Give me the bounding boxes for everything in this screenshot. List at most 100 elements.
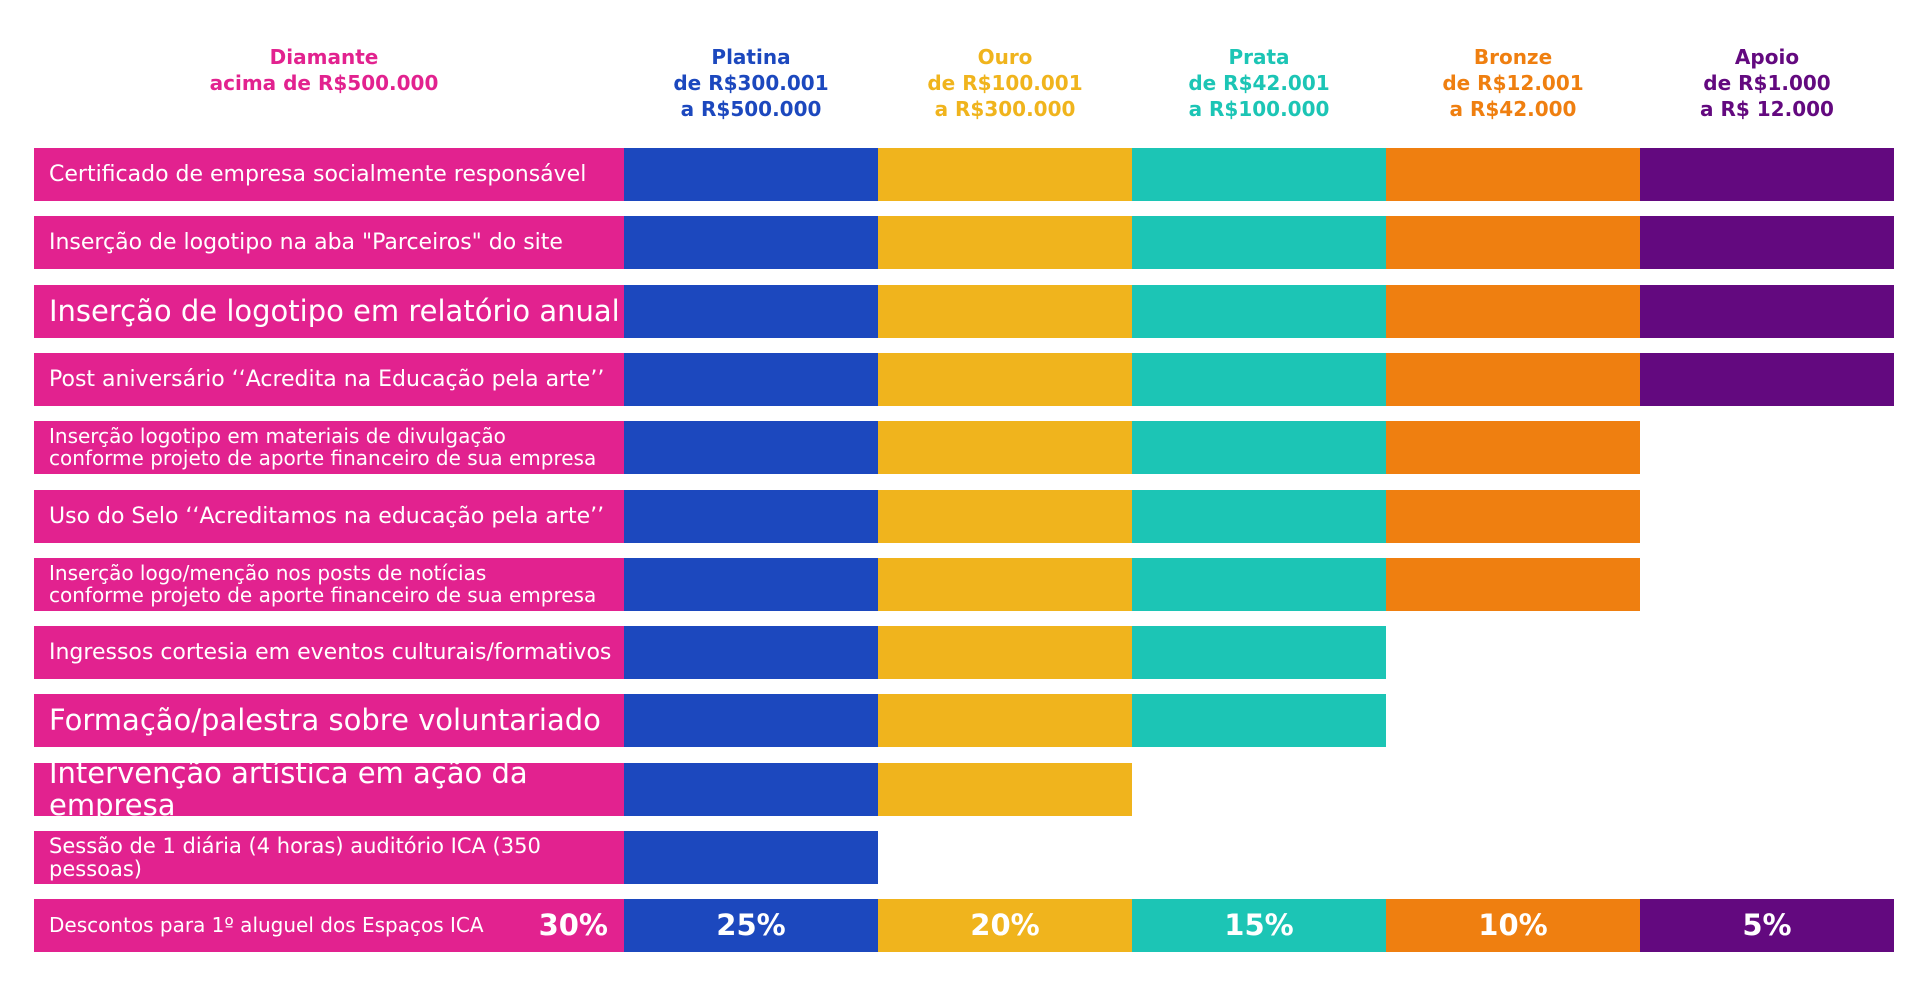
discount-value-prata: 15% [1224,908,1294,942]
benefit-row: Formação/palestra sobre voluntariado [34,694,1894,747]
benefit-label: Inserção de logotipo na aba "Parceiros" … [49,229,563,255]
header-platina-name: Platina [711,45,791,69]
tier-cell-prata [1132,558,1386,611]
tier-cell-prata [1132,216,1386,269]
benefit-label-cell: Certificado de empresa socialmente respo… [34,148,624,201]
tier-cell-platina [624,148,878,201]
tier-cell-ouro [878,490,1132,543]
header-platina-range: a R$500.000 [680,97,822,121]
header-bronze-range: a R$42.000 [1449,97,1577,121]
tier-cell-platina [624,558,878,611]
header-platina: Platina de R$300.001 a R$500.000 [601,44,901,122]
header-diamante: Diamante acima de R$500.000 [174,44,474,96]
benefit-label-cell: Ingressos cortesia em eventos culturais/… [34,626,624,679]
tier-cell-ouro [878,763,1132,816]
tier-cell-platina [624,490,878,543]
benefit-label: Post aniversário ‘‘Acredita na Educação … [49,366,605,392]
header-prata-range: a R$100.000 [1188,97,1330,121]
benefit-row: Uso do Selo ‘‘Acreditamos na educação pe… [34,490,1894,543]
tier-cell-apoio [1640,216,1894,269]
tier-cell-ouro [878,216,1132,269]
tier-cell-ouro [878,148,1132,201]
benefit-row: Post aniversário ‘‘Acredita na Educação … [34,353,1894,406]
discount-value-ouro: 20% [970,908,1040,942]
discount-value-platina: 25% [716,908,786,942]
discount-cell-platina: 25% [624,899,878,952]
tier-cell-bronze [1386,285,1640,338]
tier-cell-bronze [1386,353,1640,406]
discount-label-cell: Descontos para 1º aluguel dos Espaços IC… [34,899,624,952]
benefit-label: Sessão de 1 diária (4 horas) auditório I… [49,833,541,881]
tier-cell-ouro [878,353,1132,406]
tier-cell-bronze [1386,148,1640,201]
header-prata-name: Prata [1228,45,1290,69]
tier-cell-bronze [1386,490,1640,543]
header-ouro-name: Ouro [977,45,1033,69]
benefit-label: Inserção logo/menção nos posts de notíci… [49,560,597,607]
header-ouro: Ouro de R$100.001 a R$300.000 [855,44,1155,122]
header-prata-range: de R$42.001 [1188,71,1330,95]
header-apoio: Apoio de R$1.000 a R$ 12.000 [1617,44,1917,122]
benefit-label-cell: Post aniversário ‘‘Acredita na Educação … [34,353,624,406]
discount-cell-bronze: 10% [1386,899,1640,952]
benefit-row: Intervenção artística em ação da empresa [34,758,1894,820]
tier-cell-apoio [1640,353,1894,406]
benefit-label-cell: Uso do Selo ‘‘Acreditamos na educação pe… [34,490,624,543]
tier-cell-platina [624,626,878,679]
tier-cell-prata [1132,148,1386,201]
tier-cell-apoio [1640,285,1894,338]
benefit-label: Ingressos cortesia em eventos culturais/… [49,639,612,665]
header-bronze-name: Bronze [1473,45,1553,69]
benefit-label-cell: Intervenção artística em ação da empresa [34,758,624,820]
benefit-row: Inserção de logotipo em relatório anual [34,285,1894,338]
tier-cell-ouro [878,421,1132,474]
tier-cell-platina [624,353,878,406]
tier-cell-bronze [1386,421,1640,474]
tier-cell-platina [624,216,878,269]
tier-cell-ouro [878,558,1132,611]
benefit-row: Inserção logo/menção nos posts de notíci… [34,558,1894,611]
discount-value-diamante: 30% [538,908,608,942]
benefit-label: Intervenção artística em ação da empresa [49,756,528,822]
tier-cell-apoio [1640,148,1894,201]
benefit-label: Inserção de logotipo em relatório anual [49,293,620,328]
tier-cell-ouro [878,694,1132,747]
tier-cell-bronze [1386,558,1640,611]
benefit-label-cell: Inserção de logotipo na aba "Parceiros" … [34,216,624,269]
benefit-label-cell: Inserção logo/menção nos posts de notíci… [34,558,624,611]
tier-cell-prata [1132,421,1386,474]
tier-cell-platina [624,763,878,816]
benefit-row: Inserção logotipo em materiais de divulg… [34,421,1894,474]
header-platina-range: de R$300.001 [673,71,829,95]
benefit-label: Certificado de empresa socialmente respo… [49,161,587,187]
header-ouro-range: de R$100.001 [927,71,1083,95]
header-apoio-range: a R$ 12.000 [1700,97,1834,121]
header-apoio-range: de R$1.000 [1703,71,1831,95]
tier-cell-prata [1132,626,1386,679]
benefit-label-cell: Formação/palestra sobre voluntariado [34,694,624,747]
header-bronze: Bronze de R$12.001 a R$42.000 [1363,44,1663,122]
discount-row: Descontos para 1º aluguel dos Espaços IC… [34,899,1894,952]
discount-value-bronze: 10% [1478,908,1548,942]
tier-cell-ouro [878,626,1132,679]
tier-cell-prata [1132,694,1386,747]
benefit-label-cell: Inserção logotipo em materiais de divulg… [34,421,624,474]
discount-cell-prata: 15% [1132,899,1386,952]
benefit-row: Ingressos cortesia em eventos culturais/… [34,626,1894,679]
discount-cell-ouro: 20% [878,899,1132,952]
header-diamante-range: acima de R$500.000 [209,71,439,95]
tier-cell-ouro [878,285,1132,338]
tier-cell-platina [624,285,878,338]
tier-cell-prata [1132,285,1386,338]
benefit-label: Inserção logotipo em materiais de divulg… [49,423,597,470]
tier-cell-platina [624,694,878,747]
benefit-row: Sessão de 1 diária (4 horas) auditório I… [34,831,1894,884]
tier-cell-prata [1132,353,1386,406]
benefit-label: Uso do Selo ‘‘Acreditamos na educação pe… [49,503,605,529]
benefit-row: Inserção de logotipo na aba "Parceiros" … [34,216,1894,269]
discount-label: Descontos para 1º aluguel dos Espaços IC… [49,912,484,937]
tier-cell-bronze [1386,216,1640,269]
tier-cell-platina [624,831,878,884]
tier-cell-prata [1132,490,1386,543]
